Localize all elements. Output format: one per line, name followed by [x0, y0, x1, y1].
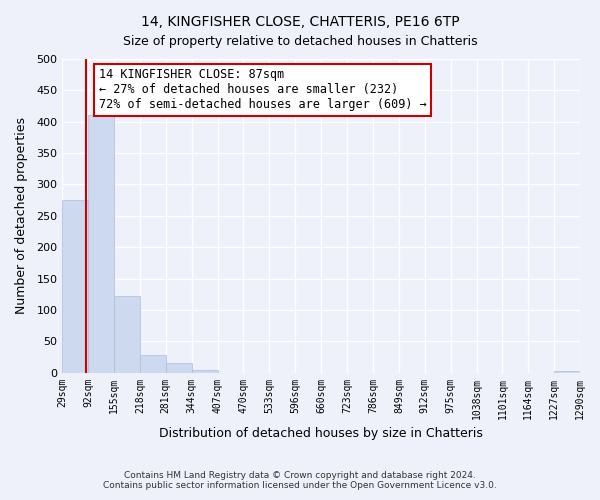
Text: 14, KINGFISHER CLOSE, CHATTERIS, PE16 6TP: 14, KINGFISHER CLOSE, CHATTERIS, PE16 6T…: [140, 15, 460, 29]
Bar: [88, 116, 114, 372]
Bar: [191, 370, 218, 372]
Text: Contains HM Land Registry data © Crown copyright and database right 2024.
Contai: Contains HM Land Registry data © Crown c…: [103, 470, 497, 490]
Bar: [114, 296, 140, 372]
X-axis label: Distribution of detached houses by size in Chatteris: Distribution of detached houses by size …: [159, 427, 483, 440]
Y-axis label: Number of detached properties: Number of detached properties: [15, 118, 28, 314]
Bar: [140, 355, 166, 372]
Text: 14 KINGFISHER CLOSE: 87sqm
← 27% of detached houses are smaller (232)
72% of sem: 14 KINGFISHER CLOSE: 87sqm ← 27% of deta…: [98, 68, 427, 112]
Bar: [166, 364, 191, 372]
Bar: [62, 200, 88, 372]
Text: Size of property relative to detached houses in Chatteris: Size of property relative to detached ho…: [122, 35, 478, 48]
